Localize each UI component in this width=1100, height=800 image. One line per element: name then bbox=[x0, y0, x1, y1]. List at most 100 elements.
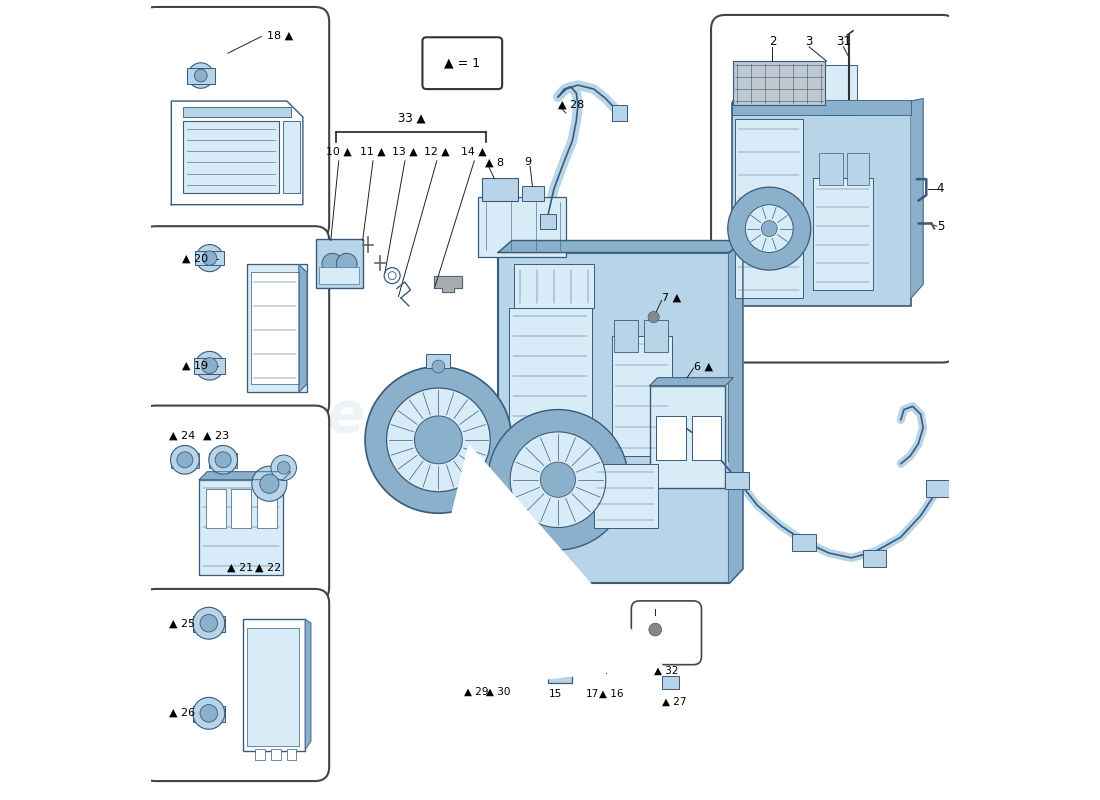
Bar bbox=[251, 273, 299, 384]
Bar bbox=[614, 320, 638, 352]
Circle shape bbox=[177, 452, 192, 468]
Bar bbox=[862, 550, 887, 567]
FancyBboxPatch shape bbox=[141, 226, 329, 418]
Text: ▲ 20: ▲ 20 bbox=[182, 254, 208, 264]
FancyBboxPatch shape bbox=[631, 601, 702, 665]
Bar bbox=[650, 386, 725, 488]
Text: ▲ 19: ▲ 19 bbox=[182, 361, 208, 370]
Text: 12 ▲: 12 ▲ bbox=[424, 146, 450, 157]
Circle shape bbox=[195, 351, 224, 380]
FancyBboxPatch shape bbox=[422, 38, 503, 89]
Polygon shape bbox=[911, 98, 923, 298]
Bar bbox=[734, 61, 825, 105]
Bar bbox=[287, 749, 297, 760]
Text: 31: 31 bbox=[836, 34, 850, 48]
Bar bbox=[195, 251, 224, 266]
Bar bbox=[498, 253, 729, 583]
Text: eurospare: eurospare bbox=[328, 389, 646, 443]
Bar bbox=[813, 178, 873, 290]
Bar bbox=[645, 320, 668, 352]
FancyBboxPatch shape bbox=[141, 406, 329, 602]
Text: 7 ▲: 7 ▲ bbox=[661, 293, 681, 303]
Text: ▲ 25: ▲ 25 bbox=[169, 618, 195, 628]
Text: 9: 9 bbox=[525, 158, 531, 167]
Bar bbox=[734, 100, 842, 111]
Bar bbox=[462, 611, 508, 679]
Circle shape bbox=[581, 652, 595, 666]
Text: 33 ▲: 33 ▲ bbox=[397, 111, 425, 124]
Circle shape bbox=[196, 245, 223, 272]
Bar bbox=[243, 619, 306, 750]
Text: 18 ▲: 18 ▲ bbox=[267, 30, 293, 41]
Text: 10 ▲: 10 ▲ bbox=[326, 146, 352, 157]
Bar bbox=[792, 534, 816, 551]
Circle shape bbox=[415, 416, 462, 464]
Bar bbox=[209, 454, 238, 468]
Circle shape bbox=[510, 432, 606, 527]
Circle shape bbox=[365, 366, 512, 514]
FancyBboxPatch shape bbox=[141, 589, 329, 781]
Bar bbox=[184, 106, 290, 117]
Bar bbox=[319, 267, 359, 285]
Text: ▲ 32: ▲ 32 bbox=[654, 666, 679, 676]
Polygon shape bbox=[199, 472, 290, 480]
Text: a passion...: a passion... bbox=[460, 466, 640, 494]
Text: ▲ 24: ▲ 24 bbox=[169, 431, 195, 441]
Bar bbox=[192, 616, 224, 632]
Bar bbox=[725, 472, 748, 490]
Text: ▲ 23: ▲ 23 bbox=[204, 431, 229, 441]
Text: ▲ 27: ▲ 27 bbox=[661, 697, 686, 706]
Circle shape bbox=[540, 462, 575, 498]
Polygon shape bbox=[299, 265, 307, 392]
Bar bbox=[540, 214, 557, 229]
Circle shape bbox=[648, 311, 659, 322]
Text: 15: 15 bbox=[549, 689, 562, 698]
Circle shape bbox=[728, 187, 811, 270]
FancyArrowPatch shape bbox=[408, 446, 661, 693]
Circle shape bbox=[216, 452, 231, 468]
Bar bbox=[847, 153, 869, 185]
Bar bbox=[256, 490, 276, 527]
Circle shape bbox=[260, 474, 279, 494]
Polygon shape bbox=[498, 241, 742, 253]
Text: ▲ 26: ▲ 26 bbox=[169, 707, 195, 718]
Circle shape bbox=[761, 221, 778, 237]
Bar bbox=[692, 416, 722, 460]
Bar bbox=[187, 67, 216, 83]
Circle shape bbox=[200, 705, 218, 722]
Circle shape bbox=[170, 446, 199, 474]
Bar bbox=[522, 186, 544, 201]
Bar bbox=[926, 480, 950, 498]
Bar bbox=[271, 749, 281, 760]
Text: ▲ 30: ▲ 30 bbox=[486, 687, 510, 697]
FancyBboxPatch shape bbox=[141, 7, 329, 239]
Bar bbox=[613, 105, 627, 121]
Text: ▲ 29: ▲ 29 bbox=[464, 687, 488, 697]
Circle shape bbox=[202, 251, 217, 266]
Bar bbox=[255, 749, 265, 760]
Bar bbox=[317, 239, 363, 288]
Bar bbox=[732, 102, 911, 306]
Bar bbox=[195, 358, 224, 374]
Text: 14 ▲: 14 ▲ bbox=[462, 146, 487, 157]
Bar bbox=[594, 464, 658, 527]
Bar bbox=[231, 490, 251, 527]
Circle shape bbox=[252, 466, 287, 502]
Text: ▲ = 1: ▲ = 1 bbox=[444, 57, 481, 70]
Bar bbox=[478, 197, 565, 257]
Circle shape bbox=[322, 254, 343, 274]
Bar bbox=[427, 354, 450, 368]
Text: ▲ 8: ▲ 8 bbox=[485, 158, 504, 167]
Bar bbox=[248, 628, 299, 746]
Bar bbox=[482, 178, 518, 201]
Text: 3: 3 bbox=[805, 34, 813, 48]
Text: 13 ▲: 13 ▲ bbox=[392, 146, 418, 157]
Bar bbox=[170, 454, 199, 468]
Circle shape bbox=[271, 455, 297, 481]
Circle shape bbox=[746, 205, 793, 253]
Circle shape bbox=[649, 623, 661, 636]
Circle shape bbox=[192, 698, 224, 730]
Text: ▲ 22: ▲ 22 bbox=[255, 562, 282, 573]
Circle shape bbox=[200, 614, 218, 632]
Bar bbox=[820, 153, 844, 185]
